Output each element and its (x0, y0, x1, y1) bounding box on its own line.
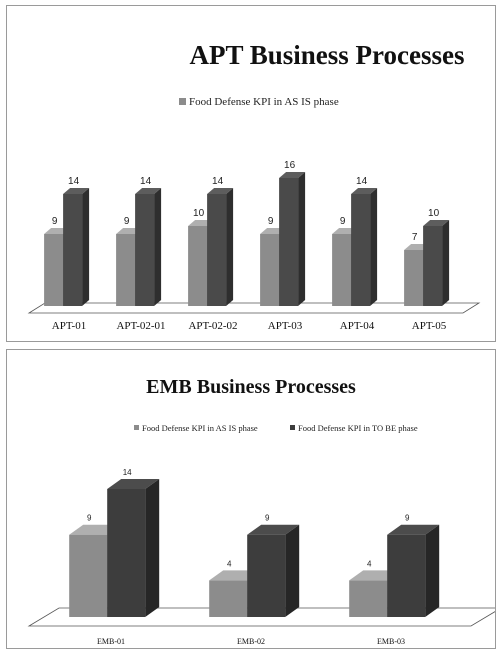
bar-side (285, 524, 300, 617)
data-label: 9 (340, 216, 346, 227)
bar-side (82, 188, 90, 306)
bar (63, 194, 83, 306)
legend-label: Food Defense KPI in TO BE phase (298, 423, 418, 433)
data-label: 10 (428, 208, 440, 219)
bar (349, 580, 388, 617)
legend-swatch (179, 98, 186, 105)
bar-side (145, 479, 160, 617)
bar (69, 534, 108, 617)
x-tick-label: APT-02-01 (116, 320, 165, 332)
emb-chart-panel: EMB Business Processes Food Defense KPI … (6, 349, 496, 649)
data-label: 4 (367, 559, 372, 568)
bar (209, 580, 248, 617)
x-tick-label: EMB-03 (377, 637, 405, 646)
bar-top (351, 188, 378, 194)
bar (247, 534, 286, 617)
x-tick-label: APT-04 (340, 320, 375, 332)
emb-chart: EMB Business Processes Food Defense KPI … (27, 376, 495, 646)
data-label: 9 (87, 514, 92, 523)
bar (107, 489, 146, 617)
legend-label: Food Defense KPI in AS IS phase (189, 96, 339, 108)
bar (279, 178, 299, 306)
apt-chart: APT Business Processes Food Defense KPI … (27, 40, 481, 332)
bar-side (442, 220, 450, 306)
bar (207, 194, 227, 306)
x-tick-label: APT-02-02 (188, 320, 237, 332)
x-tick-label: EMB-02 (237, 637, 265, 646)
bar-top (135, 188, 162, 194)
bar (404, 250, 424, 306)
bar-side (226, 188, 234, 306)
data-label: 9 (405, 514, 410, 523)
data-label: 9 (268, 216, 274, 227)
legend-swatch (290, 425, 295, 430)
bar-top (207, 188, 234, 194)
bar (188, 226, 208, 306)
x-tick-label: APT-01 (52, 320, 86, 332)
data-label: 9 (52, 216, 58, 227)
apt-chart-panel: APT Business Processes Food Defense KPI … (6, 5, 496, 342)
data-label: 7 (412, 232, 418, 243)
data-label: 16 (284, 160, 296, 171)
bar (351, 194, 371, 306)
data-label: 14 (68, 176, 80, 187)
bar-top (247, 524, 300, 535)
bar (387, 534, 426, 617)
x-tick-label: APT-05 (412, 320, 447, 332)
bar-top (63, 188, 90, 194)
bar (332, 234, 352, 306)
bar-top (387, 524, 440, 535)
data-label: 14 (212, 176, 224, 187)
bar-top (279, 172, 306, 178)
bar (260, 234, 280, 306)
data-label: 9 (124, 216, 130, 227)
x-tick-label: EMB-01 (97, 637, 125, 646)
bar (116, 234, 136, 306)
chart-title: APT Business Processes (189, 40, 464, 70)
bar (423, 226, 443, 306)
bar-top (107, 479, 160, 489)
bar (135, 194, 155, 306)
bar (44, 234, 64, 306)
data-label: 4 (227, 559, 232, 568)
bar-side (425, 524, 440, 617)
chart-title: EMB Business Processes (146, 376, 356, 398)
legend-label: Food Defense KPI in AS IS phase (142, 423, 258, 433)
bar-side (298, 172, 306, 306)
data-label: 10 (193, 208, 205, 219)
data-label: 14 (123, 468, 132, 477)
bar-side (370, 188, 378, 306)
x-tick-label: APT-03 (268, 320, 303, 332)
data-label: 9 (265, 514, 270, 523)
legend-swatch (134, 425, 139, 430)
bar-side (154, 188, 162, 306)
data-label: 14 (140, 176, 152, 187)
bar-top (423, 220, 450, 226)
data-label: 14 (356, 176, 368, 187)
